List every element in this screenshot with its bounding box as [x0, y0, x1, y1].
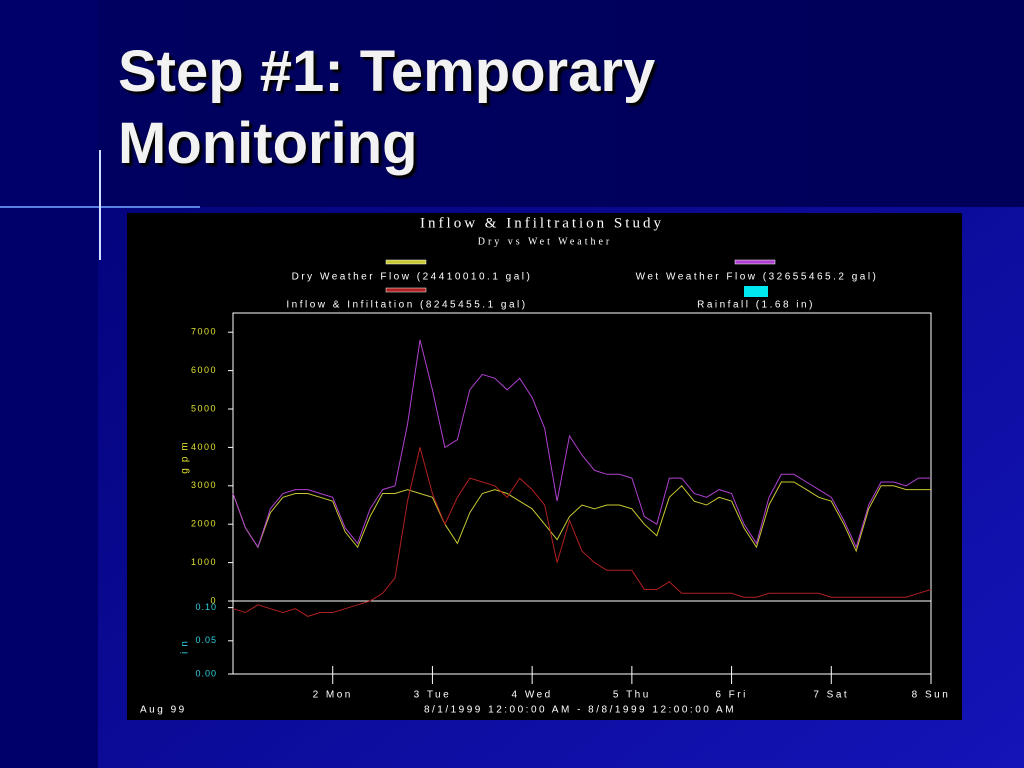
- x-axis-label: 8/1/1999 12:00:00 AM - 8/8/1999 12:00:00…: [424, 705, 736, 716]
- series-line: [232, 481, 931, 553]
- y-tick-label: 1000: [191, 557, 217, 567]
- x-tick-label: 4 Wed: [512, 690, 553, 701]
- legend-swatch: [734, 259, 776, 265]
- legend-label: Rainfall (1.68 in): [697, 300, 815, 311]
- legend-label: Inflow & Infiltation (8245455.1 gal): [286, 300, 527, 311]
- legend-swatch: [385, 287, 427, 293]
- x-tick-label: 8 Sun: [912, 690, 951, 701]
- legend-swatch: [744, 286, 768, 297]
- series-line: [232, 339, 931, 549]
- series-line: [232, 447, 932, 617]
- y-tick-label: 5000: [191, 403, 217, 413]
- y-tick-label: 0: [210, 595, 217, 605]
- y-tick-label: 2000: [191, 519, 217, 529]
- y-tick-label: 6000: [191, 365, 217, 375]
- y-tick-label: 7000: [191, 327, 217, 337]
- x-tick-label: 2 Mon: [313, 690, 353, 701]
- y2-tick-label: 0.00: [195, 668, 217, 678]
- y2-tick-label: 0.05: [195, 635, 217, 645]
- x-tick-label: 6 Fri: [715, 690, 748, 701]
- legend-label: Wet Weather Flow (32655465.2 gal): [636, 272, 879, 283]
- chart-panel: [127, 213, 962, 720]
- y2-axis-label: in: [180, 636, 191, 654]
- x-tick-label: 5 Thu: [613, 690, 651, 701]
- x-tick-label: 7 Sat: [813, 690, 849, 701]
- chart: Inflow & Infiltration Study Dry vs Wet We…: [140, 215, 951, 716]
- slide-title: Step #1: Temporary Monitoring: [118, 39, 656, 176]
- side-band: [0, 0, 98, 768]
- chart-title: Inflow & Infiltration Study: [420, 215, 664, 231]
- legend-swatch: [385, 259, 427, 265]
- title-box: Step #1: Temporary Monitoring: [118, 39, 656, 176]
- chart-subtitle: Dry vs Wet Weather: [478, 236, 613, 247]
- title-band: [98, 0, 1024, 207]
- y-tick-label: 4000: [191, 442, 217, 452]
- annotation: Aug 99: [140, 705, 187, 716]
- y-axis-label: gpm: [180, 436, 191, 473]
- legend-label: Dry Weather Flow (24410010.1 gal): [292, 272, 533, 283]
- x-tick-label: 3 Tue: [414, 690, 452, 701]
- y2-tick-label: 0.10: [195, 602, 217, 612]
- y-tick-label: 3000: [191, 480, 217, 490]
